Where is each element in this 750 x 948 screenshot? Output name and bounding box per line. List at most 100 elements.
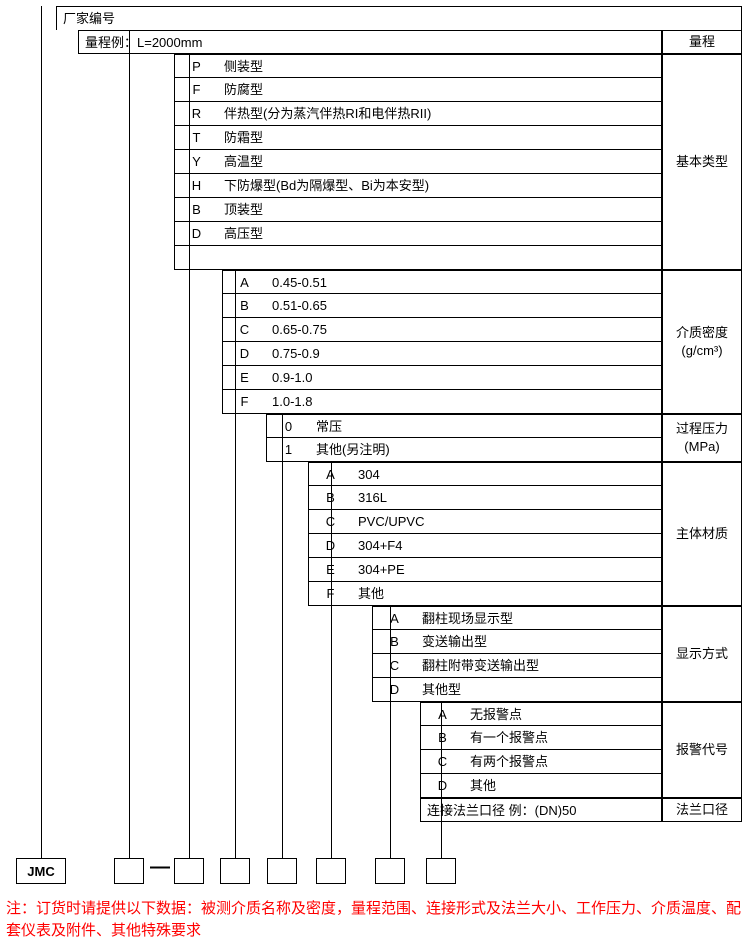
guide-line-5 xyxy=(331,462,332,858)
desc-cell: 防腐型 xyxy=(218,78,662,102)
code-cell: B xyxy=(372,630,416,654)
desc-cell: 其他(另注明) xyxy=(310,438,662,462)
desc-cell: 304+PE xyxy=(352,558,662,582)
desc-cell: 高温型 xyxy=(218,150,662,174)
spec-row: E304+PE xyxy=(308,558,662,582)
spec-row: B顶装型 xyxy=(174,198,662,222)
code-box-2[interactable] xyxy=(174,858,204,884)
code-cell: 1 xyxy=(266,438,310,462)
spec-row: B316L xyxy=(308,486,662,510)
code-cell: C xyxy=(308,510,352,534)
spec-row: 0常压 xyxy=(266,414,662,438)
spec-row: E0.9-1.0 xyxy=(222,366,662,390)
spec-row: 1其他(另注明) xyxy=(266,438,662,462)
desc-cell: 有两个报警点 xyxy=(464,750,662,774)
spec-row: C翻柱附带变送输出型 xyxy=(372,654,662,678)
guide-line-2 xyxy=(189,54,190,858)
desc-cell: 翻柱现场显示型 xyxy=(416,606,662,630)
desc-cell: 连接法兰口径 例：(DN)50 xyxy=(420,798,662,822)
spec-row: C0.65-0.75 xyxy=(222,318,662,342)
code-cell: D xyxy=(174,222,218,246)
desc-cell: 无报警点 xyxy=(464,702,662,726)
spec-row: F防腐型 xyxy=(174,78,662,102)
category-label: 过程压力(MPa) xyxy=(662,414,742,462)
code-cell: C xyxy=(222,318,266,342)
desc-cell: 伴热型(分为蒸汽伴热RI和电伴热RII) xyxy=(218,102,662,126)
desc-cell: 316L xyxy=(352,486,662,510)
code-cell: A xyxy=(308,462,352,486)
range-example: 量程例：L=2000mm xyxy=(78,30,662,54)
code-box-1[interactable] xyxy=(114,858,144,884)
spec-row: D0.75-0.9 xyxy=(222,342,662,366)
code-box-6[interactable] xyxy=(375,858,405,884)
desc-cell: 304+F4 xyxy=(352,534,662,558)
spec-row: A翻柱现场显示型 xyxy=(372,606,662,630)
spec-row: D304+F4 xyxy=(308,534,662,558)
spec-row: F1.0-1.8 xyxy=(222,390,662,414)
code-box-maker[interactable]: JMC xyxy=(16,858,66,884)
desc-cell: 其他型 xyxy=(416,678,662,702)
spec-row: B0.51-0.65 xyxy=(222,294,662,318)
guide-line-3 xyxy=(235,270,236,858)
code-cell: B xyxy=(222,294,266,318)
desc-cell: 304 xyxy=(352,462,662,486)
desc-cell: 顶装型 xyxy=(218,198,662,222)
desc-cell xyxy=(218,246,662,270)
code-cell: R xyxy=(174,102,218,126)
desc-cell: 其他 xyxy=(352,582,662,606)
desc-cell: 侧装型 xyxy=(218,54,662,78)
code-cell: F xyxy=(222,390,266,414)
desc-cell: 常压 xyxy=(310,414,662,438)
code-cell: C xyxy=(372,654,416,678)
code-box-3[interactable] xyxy=(220,858,250,884)
category-label: 主体材质 xyxy=(662,462,742,606)
code-box-4[interactable] xyxy=(267,858,297,884)
desc-cell: 下防爆型(Bd为隔爆型、Bi为本安型) xyxy=(218,174,662,198)
spec-row: B变送输出型 xyxy=(372,630,662,654)
guide-line-4 xyxy=(282,414,283,858)
range-category: 量程 xyxy=(662,30,742,54)
dash-separator: — xyxy=(146,856,174,879)
desc-cell: 0.51-0.65 xyxy=(266,294,662,318)
spec-row: H下防爆型(Bd为隔爆型、Bi为本安型) xyxy=(174,174,662,198)
desc-cell: 翻柱附带变送输出型 xyxy=(416,654,662,678)
spec-row: D其他型 xyxy=(372,678,662,702)
code-cell xyxy=(174,246,218,270)
desc-cell: 防霜型 xyxy=(218,126,662,150)
spec-row: Y高温型 xyxy=(174,150,662,174)
code-box-5[interactable] xyxy=(316,858,346,884)
guide-line-7 xyxy=(441,702,442,858)
spec-row xyxy=(174,246,662,270)
spec-row: D高压型 xyxy=(174,222,662,246)
spec-row: T防霜型 xyxy=(174,126,662,150)
category-label: 基本类型 xyxy=(662,54,742,270)
spec-row: F其他 xyxy=(308,582,662,606)
spec-row: 连接法兰口径 例：(DN)50 xyxy=(420,798,662,822)
guide-line-6 xyxy=(390,606,391,858)
spec-row: D其他 xyxy=(420,774,662,798)
spec-row: CPVC/UPVC xyxy=(308,510,662,534)
desc-cell: 变送输出型 xyxy=(416,630,662,654)
guide-line-1 xyxy=(129,30,130,858)
code-cell: A xyxy=(372,606,416,630)
code-cell: A xyxy=(222,270,266,294)
code-cell: H xyxy=(174,174,218,198)
code-box-7[interactable] xyxy=(426,858,456,884)
code-cell: T xyxy=(174,126,218,150)
desc-cell: 其他 xyxy=(464,774,662,798)
order-note: 注：订货时请提供以下数据：被测介质名称及密度，量程范围、连接形式及法兰大小、工作… xyxy=(6,898,744,942)
code-cell: B xyxy=(308,486,352,510)
desc-cell: 0.65-0.75 xyxy=(266,318,662,342)
code-cell: D xyxy=(308,534,352,558)
code-input-row: JMC — xyxy=(6,858,742,886)
category-label: 报警代号 xyxy=(662,702,742,798)
code-cell: A xyxy=(420,702,464,726)
code-cell: D xyxy=(372,678,416,702)
spec-row: R伴热型(分为蒸汽伴热RI和电伴热RII) xyxy=(174,102,662,126)
code-cell: B xyxy=(420,726,464,750)
code-cell: 0 xyxy=(266,414,310,438)
desc-cell: 有一个报警点 xyxy=(464,726,662,750)
desc-cell: 0.45-0.51 xyxy=(266,270,662,294)
code-cell: B xyxy=(174,198,218,222)
spec-row: P侧装型 xyxy=(174,54,662,78)
